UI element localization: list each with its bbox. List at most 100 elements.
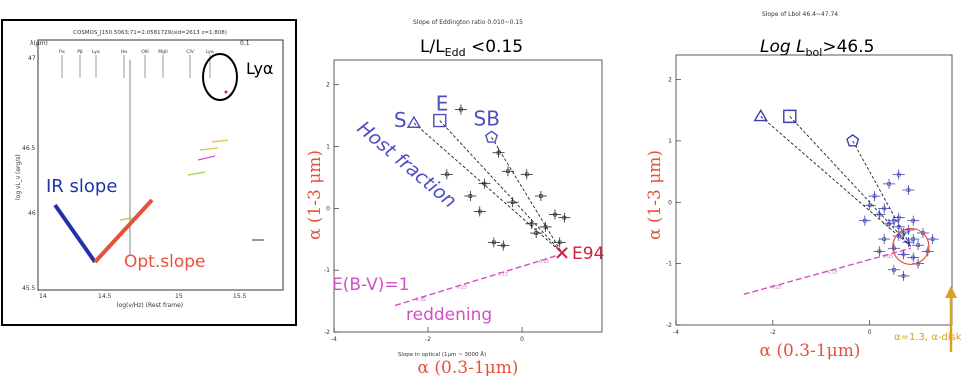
data-point bbox=[492, 240, 496, 245]
lbol-chart: Slope of Lbol 46.4~47.74 Log Lbol>46.5 α… bbox=[645, 11, 962, 361]
data-point bbox=[468, 194, 473, 198]
data-point bbox=[445, 172, 449, 177]
sed-top-axis-value: 0.1 bbox=[240, 40, 250, 47]
y-tick-label: 2 bbox=[668, 77, 672, 84]
sed-ytick-47: 47 bbox=[28, 55, 36, 62]
model-marker-triangle bbox=[406, 115, 422, 128]
opt-slope-line bbox=[93, 198, 154, 264]
data-point bbox=[482, 181, 487, 186]
plot-frame bbox=[675, 54, 953, 326]
sed-data bbox=[119, 90, 264, 241]
y-tick-label: 2 bbox=[326, 82, 330, 89]
edd-plot-area: -4 -2 0-2-10120.350.250.150.05SESBE94Host … bbox=[324, 59, 604, 343]
reddening-tick-label: 0.15 bbox=[827, 269, 837, 275]
data-point bbox=[867, 203, 872, 208]
sed-header-title: COSMOS_J150.5063;71=2.0581729(sid=2613 z… bbox=[73, 30, 227, 36]
data-point bbox=[921, 231, 925, 235]
data-point bbox=[911, 237, 916, 241]
y-tick-label: 0 bbox=[326, 205, 330, 212]
sed-line-label: CIV bbox=[186, 49, 194, 55]
model-track bbox=[439, 120, 563, 254]
lbol-heading: Log Lbol>46.5 bbox=[760, 37, 874, 59]
sed-line-label: MgII bbox=[158, 49, 167, 55]
data-point bbox=[562, 215, 567, 220]
sed-emission-lines: Pα Pβ Lyα Hα OIII MgII CIV Lyα bbox=[59, 49, 214, 78]
sed-line-label: Hα bbox=[121, 49, 127, 55]
sed-seg-5 bbox=[119, 217, 133, 221]
y-tick-label: -1 bbox=[666, 261, 672, 268]
reddening-ebv-label: E(B-V)=1 bbox=[332, 275, 410, 295]
data-point bbox=[887, 221, 891, 226]
reddening-line bbox=[394, 254, 560, 307]
lbol-annotation: α=1.3, α-disk bbox=[894, 332, 962, 343]
reddening-tick-label: 0.25 bbox=[772, 285, 782, 291]
sed-seg-2 bbox=[197, 155, 216, 161]
sed-line-label: Pα bbox=[59, 49, 65, 55]
model-track bbox=[491, 137, 563, 254]
data-point bbox=[877, 212, 882, 217]
sed-line-label: Lyα bbox=[92, 49, 100, 55]
y-tick-label: -2 bbox=[324, 329, 330, 336]
eddington-chart: Slope of Eddington ratio 0.010~0.15 L/LE… bbox=[305, 19, 604, 376]
sed-point-lya bbox=[224, 90, 228, 94]
data-point bbox=[557, 240, 562, 245]
lbol-ylabel-big: α (1-3 μm) bbox=[645, 150, 665, 240]
data-point bbox=[524, 172, 529, 177]
data-point bbox=[496, 150, 501, 155]
ir-slope-label: IR slope bbox=[46, 176, 117, 197]
sed-xlabel: log(ν/Hz) (Rest frame) bbox=[117, 302, 183, 309]
reddening-word-label: reddening bbox=[406, 305, 492, 325]
data-point bbox=[506, 169, 510, 174]
lbol-cluster-circle bbox=[892, 227, 930, 266]
lbol-annotation-arrowhead bbox=[945, 286, 957, 298]
ir-slope-line bbox=[53, 203, 97, 264]
x-tick-label: 0 bbox=[868, 329, 872, 336]
sed-xtick-15: 15 bbox=[175, 293, 183, 300]
data-point bbox=[510, 200, 515, 204]
data-point bbox=[882, 206, 887, 211]
reddening-tick-label: 0.25 bbox=[457, 284, 467, 290]
edd-heading: L/LEdd <0.15 bbox=[420, 37, 523, 59]
model-marker-pentagon bbox=[484, 130, 499, 143]
reddening-tick-label: 0.35 bbox=[416, 297, 426, 303]
sed-top-axis-label: λ(μm) bbox=[30, 40, 48, 47]
reddening-tick-label: 0.05 bbox=[539, 259, 549, 265]
data-point bbox=[543, 225, 548, 229]
data-point bbox=[539, 194, 543, 198]
data-point bbox=[872, 194, 877, 198]
sed-line-label: Pβ bbox=[77, 49, 83, 55]
y-tick-label: -1 bbox=[324, 267, 330, 274]
edd-ylabel-big: α (1-3 μm) bbox=[305, 150, 325, 240]
model-label: S bbox=[394, 108, 407, 132]
data-point bbox=[477, 209, 482, 214]
y-tick-label: 0 bbox=[668, 199, 672, 206]
model-marker-pentagon bbox=[846, 134, 860, 147]
model-track bbox=[413, 122, 563, 254]
sed-ylabel: log νL_ν (erg/s) bbox=[15, 154, 22, 200]
data-point bbox=[553, 212, 557, 217]
sed-seg-4 bbox=[211, 139, 229, 143]
data-point bbox=[896, 225, 901, 229]
e94-label: E94 bbox=[572, 244, 604, 264]
model-track bbox=[760, 116, 912, 247]
x-tick-label: -2 bbox=[770, 329, 776, 336]
data-point bbox=[882, 237, 887, 241]
data-point bbox=[896, 172, 901, 177]
lya-label: Lyα bbox=[246, 59, 273, 78]
data-point bbox=[863, 218, 867, 223]
x-tick-label: -4 bbox=[673, 329, 679, 336]
sed-ytick-46: 46 bbox=[28, 210, 36, 217]
e94-marker bbox=[556, 247, 568, 259]
reddening-line bbox=[743, 247, 912, 295]
sed-panel: COSMOS_J150.5063;71=2.0581729(sid=2613 z… bbox=[0, 0, 300, 376]
data-point bbox=[459, 107, 463, 112]
data-point bbox=[892, 267, 896, 272]
data-point bbox=[892, 218, 896, 223]
sed-xtick-15-5: 15.5 bbox=[233, 293, 247, 300]
x-tick-label: -4 bbox=[331, 336, 337, 343]
edd-xlabel-big: α (0.3-1μm) bbox=[418, 358, 519, 376]
edd-title: Slope of Eddington ratio 0.010~0.15 bbox=[413, 19, 523, 26]
edd-xlabel: Slope in optical (1μm ~ 3000 Å) bbox=[398, 351, 486, 358]
opt-slope-label: Opt.slope bbox=[124, 252, 205, 272]
